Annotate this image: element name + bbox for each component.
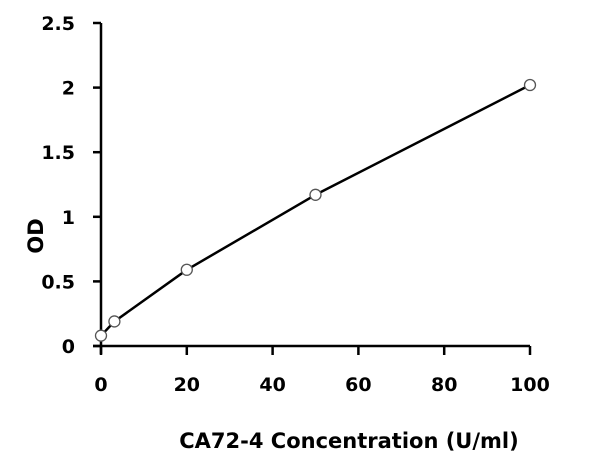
series-line: [100, 83, 531, 337]
data-series: [94, 78, 537, 342]
data-point-marker: [94, 329, 108, 342]
y-tick-label: 0.5: [41, 271, 75, 293]
y-axis-title: OD: [24, 218, 48, 253]
x-tick-label: 20: [174, 374, 200, 396]
y-tick-label: 0: [62, 336, 75, 358]
y-tick-label: 2.5: [41, 13, 75, 35]
data-point-marker: [523, 78, 537, 92]
y-tick-label: 2: [62, 78, 75, 100]
data-point-marker: [108, 315, 121, 328]
y-tick-label: 1: [62, 207, 75, 229]
x-axis: 0 20 40 60 80 100: [93, 344, 550, 396]
data-point-marker: [309, 188, 322, 201]
y-tick-label: 1.5: [41, 142, 75, 164]
x-tick-label: 60: [345, 374, 371, 396]
x-axis-title: CA72-4 Concentration (U/ml): [179, 429, 518, 453]
data-point-marker: [180, 263, 193, 276]
y-axis: 0 0.5 1 1.5 2 2.5: [41, 13, 103, 358]
x-tick-label: 80: [431, 374, 457, 396]
x-tick-label: 40: [259, 374, 285, 396]
x-tick-label: 0: [94, 374, 107, 396]
x-tick-label: 100: [510, 374, 550, 396]
